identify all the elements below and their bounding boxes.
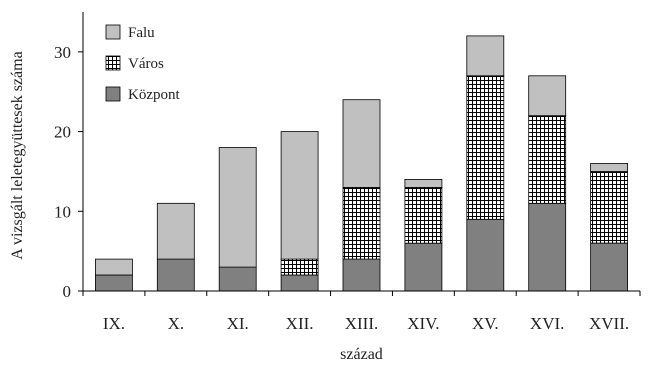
bar-város-5 [342,186,381,260]
bar-falu-9 [590,163,628,172]
y-tick-label-0: 0 [63,282,72,301]
bar-központ-1 [95,274,133,292]
bars-group [95,35,628,292]
bar-falu-8 [528,75,567,117]
bar-központ-2 [156,258,195,292]
x-tick-label-4: XII. [286,314,314,333]
bar-falu-2 [156,202,195,260]
y-axis-label: A vizsgált leletegyüttesek száma [9,51,26,259]
bar-központ-9 [590,242,628,292]
axes-group: 0 10 20 30 IX. X. XI. XII. XIII. XIV. XV. XVI. XVII. [54,12,641,333]
bar-központ-5 [342,258,381,292]
bar-falu-7 [466,35,505,77]
x-axis-label: század [340,346,383,363]
x-tick-label-9: XVII. [589,314,629,333]
bar-központ-7 [466,218,505,292]
legend-label-falu: Falu [128,25,155,41]
bar-város-9 [590,170,628,244]
bar-falu-1 [95,258,133,276]
legend-swatch-központ [105,86,121,102]
bar-falu-4 [280,131,319,260]
x-tick-label-5: XIII. [345,314,379,333]
legend-label-város: Város [128,56,164,72]
bar-központ-6 [404,242,443,292]
bar-központ-3 [218,266,257,292]
bar-falu-3 [218,147,257,268]
legend-swatch-falu [105,24,121,40]
x-tick-label-8: XVI. [530,314,564,333]
bar-város-7 [466,75,505,220]
bar-falu-5 [342,99,381,188]
x-tick-label-6: XIV. [407,314,439,333]
x-tick-label-2: X. [168,314,185,333]
bar-központ-8 [528,202,567,292]
bar-város-8 [528,115,567,204]
bar-központ-4 [280,274,319,292]
y-tick-label-30: 30 [54,43,71,62]
bar-város-4 [280,258,319,276]
x-tick-label-3: XI. [227,314,249,333]
y-tick-label-10: 10 [54,202,71,221]
bar-falu-6 [404,178,443,188]
y-tick-label-20: 20 [54,123,71,142]
legend-label-központ: Központ [128,87,180,103]
legend-swatch-város [105,55,121,71]
x-tick-label-1: IX. [103,314,125,333]
bar-város-6 [404,186,443,244]
x-tick-label-7: XV. [472,314,499,333]
legend: Falu Város Központ [105,24,180,103]
